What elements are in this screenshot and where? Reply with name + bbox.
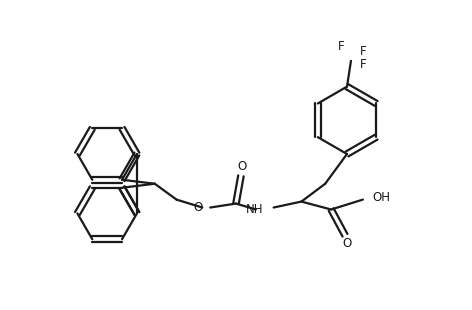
Text: NH: NH <box>246 203 264 216</box>
Text: F: F <box>360 46 366 58</box>
Text: O: O <box>237 160 246 173</box>
Text: OH: OH <box>373 191 391 204</box>
Text: F: F <box>360 58 366 71</box>
Text: F: F <box>338 41 345 54</box>
Text: O: O <box>342 237 352 250</box>
Text: O: O <box>193 201 202 214</box>
